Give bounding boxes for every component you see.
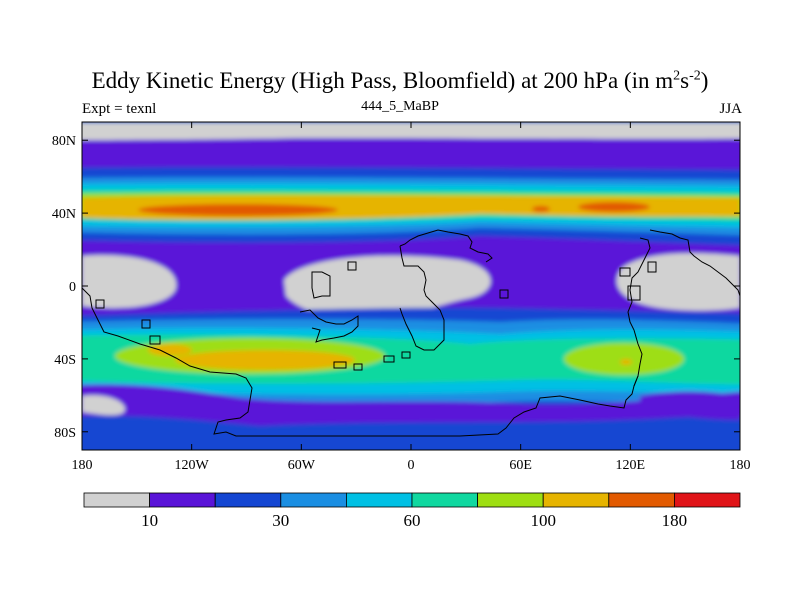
- coast-island-2: [499, 289, 509, 299]
- coast-island-5: [333, 361, 347, 369]
- colorbar-label: 180: [662, 511, 688, 530]
- colorbar-box: [280, 492, 347, 508]
- y-tick-label: 40N: [52, 207, 76, 222]
- x-tick-label: 60E: [509, 458, 532, 473]
- arctic-low: [82, 122, 740, 140]
- x-tick-label: 60W: [288, 458, 316, 473]
- y-tick-label: 80S: [54, 426, 76, 441]
- colorbar-label: 100: [530, 511, 556, 530]
- coast-south-america: [299, 309, 359, 343]
- coast-north-box: [311, 271, 331, 299]
- nh-max-atlantic: [138, 204, 338, 216]
- colorbar-box: [83, 492, 150, 508]
- sh-pacific-10: [640, 391, 740, 420]
- antarctic-band-30: [82, 415, 740, 450]
- colorbar-box: [214, 492, 282, 508]
- x-tick-label: 180: [72, 458, 93, 473]
- coast-island-10: [619, 267, 631, 277]
- coast-america-west: [82, 287, 639, 437]
- coast-island-7: [383, 355, 395, 363]
- colorbar-box: [345, 492, 413, 508]
- coast-island-11: [647, 261, 657, 273]
- nh-max-pacific: [578, 202, 650, 212]
- sh-band-140-small: [620, 359, 632, 365]
- tropic-low-pacific-e: [82, 255, 177, 308]
- coast-island-1: [347, 261, 357, 271]
- colorbar-label: 10: [141, 511, 158, 530]
- y-tick-label: 0: [69, 280, 76, 295]
- tropic-low-africa: [284, 255, 491, 322]
- antarctic-low-west: [82, 395, 126, 416]
- colorbar: 10 30 60 100 180: [83, 492, 741, 530]
- coast-island-3: [141, 319, 151, 329]
- coast-island-9: [627, 285, 641, 301]
- x-tick-label: 0: [408, 458, 415, 473]
- x-tick-label: 120W: [175, 458, 210, 473]
- map-axes: 180 120W 60W 0 60E 120E 180 80N 40N 0 40S 80S: [52, 122, 751, 473]
- colorbar-box: [674, 492, 741, 508]
- colorbar-label: 60: [404, 511, 421, 530]
- season-label: JJA: [719, 101, 742, 117]
- colorbar-box: [149, 492, 216, 508]
- coast-island-4: [149, 335, 161, 345]
- chart-title: Eddy Kinetic Energy (High Pass, Bloomfie…: [91, 68, 709, 93]
- colorbar-box: [477, 492, 544, 508]
- nh-max-small: [532, 206, 550, 212]
- coast-island-12: [95, 299, 105, 309]
- x-tick-label: 180: [730, 458, 751, 473]
- y-tick-label: 40S: [54, 353, 76, 368]
- colorbar-label: 30: [272, 511, 289, 530]
- sh-band-140-atlantic: [175, 350, 355, 370]
- coastline-outline-icon: [82, 229, 740, 437]
- sh-band-140-west: [148, 344, 192, 356]
- sh-band-100-indian: [564, 343, 684, 375]
- y-tick-label: 80N: [52, 134, 76, 149]
- colorbar-box: [411, 492, 478, 508]
- experiment-label: Expt = texnl: [82, 101, 157, 117]
- x-tick-label: 120E: [616, 458, 646, 473]
- coast-africa: [399, 229, 493, 351]
- colorbar-box: [542, 492, 610, 508]
- eke-field: [82, 122, 740, 450]
- coast-australia-pacific: [627, 229, 740, 387]
- colorbar-box: [608, 492, 675, 508]
- chart-subtitle: 444_5_MaBP: [361, 99, 439, 114]
- coast-island-6: [353, 363, 363, 371]
- coast-island-8: [401, 351, 411, 359]
